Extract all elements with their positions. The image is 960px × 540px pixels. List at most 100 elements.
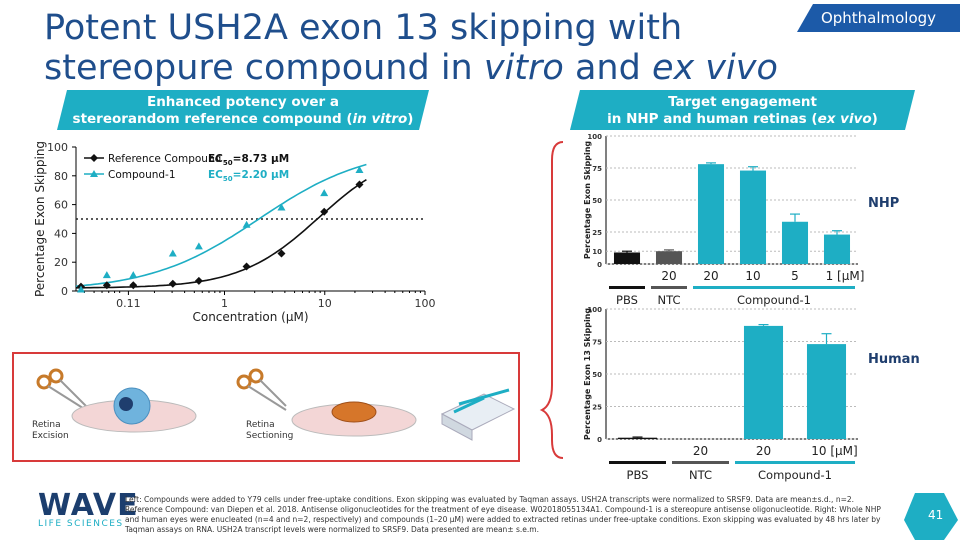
dose-x-axis-label: Concentration (μM) bbox=[192, 310, 308, 324]
title-line-1: Potent USH2A exon 13 skipping with bbox=[44, 8, 683, 48]
step1-label: Retina Excision bbox=[32, 420, 69, 442]
human-category-label: 20 bbox=[756, 444, 771, 458]
dose-x-tick-label: 1 bbox=[221, 297, 228, 310]
nhp-group-bar-pbs bbox=[609, 286, 645, 289]
logo-sub: LIFE SCIENCES bbox=[38, 519, 124, 529]
dose-x-tick-label: 0.11 bbox=[116, 297, 141, 310]
nhp-group-bar-ntc bbox=[651, 286, 687, 289]
eye-pupil bbox=[119, 397, 133, 411]
human-group-label-pbs: PBS bbox=[627, 468, 649, 482]
human-y-tick-label: 25 bbox=[592, 404, 602, 412]
legend-ec50-0: EC50=8.73 μM bbox=[208, 153, 289, 167]
dose-y-tick-label: 0 bbox=[61, 285, 68, 298]
reference-data-point bbox=[102, 281, 111, 290]
nhp-y-axis-label: Percentage Exon Skipping bbox=[583, 141, 592, 260]
human-bar bbox=[806, 344, 847, 439]
legend-ec50-1: EC50=2.20 μM bbox=[208, 169, 289, 183]
nhp-category-label: 5 bbox=[791, 269, 799, 283]
left-banner-line2: stereorandom reference compound ( bbox=[72, 111, 353, 127]
legend-compound1-label: Compound-1 bbox=[108, 169, 176, 181]
compound1-data-point bbox=[102, 271, 111, 279]
nhp-bar bbox=[697, 164, 725, 264]
reference-data-point bbox=[129, 281, 138, 290]
nhp-bar bbox=[655, 251, 683, 264]
human-y-tick-label: 100 bbox=[587, 306, 602, 314]
human-y-tick-label: 0 bbox=[597, 436, 602, 444]
nhp-y-tick-label: 75 bbox=[592, 165, 602, 173]
nhp-bar bbox=[613, 252, 641, 264]
logo-main: WAVE bbox=[38, 488, 139, 523]
nhp-y-tick-label: 0 bbox=[597, 261, 602, 269]
scissors-icon bbox=[36, 368, 87, 411]
procedure-panel: Retina Excision Retina Sectioning bbox=[12, 352, 520, 462]
title-and: and bbox=[563, 48, 652, 88]
left-banner-line1: Enhanced potency over a bbox=[146, 94, 340, 110]
right-banner-italic: ex vivo bbox=[817, 111, 872, 127]
procedure-illustration bbox=[36, 368, 516, 441]
reference-data-point bbox=[168, 279, 177, 288]
human-y-axis-label: Percentage Exon 13 Skipping bbox=[583, 308, 592, 440]
human-group-label-ntc: NTC bbox=[689, 468, 712, 482]
human-bar bbox=[617, 437, 658, 439]
human-y-tick-label: 50 bbox=[592, 371, 602, 379]
right-banner-end: ) bbox=[871, 111, 878, 127]
right-banner-line1: Target engagement bbox=[668, 94, 817, 110]
dose-y-tick-label: 60 bbox=[54, 199, 68, 212]
human-group-bar-pbs bbox=[609, 461, 666, 464]
human-group-bar-ntc bbox=[672, 461, 729, 464]
compound1-data-point bbox=[76, 285, 85, 293]
compound1-data-point bbox=[355, 166, 364, 174]
compound1-data-point bbox=[194, 242, 203, 250]
dose-x-tick-label: 10 bbox=[318, 297, 332, 310]
page-number-badge bbox=[904, 493, 958, 540]
compound1-data-point bbox=[242, 220, 251, 228]
human-label: Human bbox=[868, 352, 920, 367]
well-plate-icon bbox=[440, 388, 516, 441]
left-banner: Enhanced potency over a stereorandom ref… bbox=[57, 90, 429, 130]
nhp-label: NHP bbox=[868, 196, 900, 211]
human-group-bar-compound bbox=[735, 461, 855, 464]
step2-label-l1: Retina bbox=[246, 420, 275, 430]
nhp-y-tick-label: 50 bbox=[592, 197, 602, 205]
human-group-label-compound: Compound-1 bbox=[758, 468, 832, 482]
nhp-group-label-compound: Compound-1 bbox=[737, 293, 811, 307]
nhp-bar bbox=[739, 170, 767, 264]
reference-data-point bbox=[277, 249, 286, 258]
step1-label-l2: Excision bbox=[32, 431, 69, 441]
dose-x-tick-label: 100 bbox=[415, 297, 436, 310]
scissors-icon-2 bbox=[236, 368, 287, 411]
page-title: Potent USH2A exon 13 skipping with stere… bbox=[44, 8, 778, 88]
right-banner-line2: in NHP and human retinas ( bbox=[607, 111, 818, 127]
title-vitro: vitro bbox=[483, 48, 564, 88]
step2-label: Retina Sectioning bbox=[246, 420, 293, 442]
compound1-data-point bbox=[129, 271, 138, 279]
dose-y-tick-label: 100 bbox=[47, 141, 68, 154]
category-tag: Ophthalmology bbox=[797, 4, 960, 32]
legend-reference-marker bbox=[90, 154, 98, 162]
nhp-bar bbox=[781, 221, 809, 264]
bracket bbox=[539, 141, 564, 459]
nhp-bar bbox=[823, 234, 851, 264]
dose-y-tick-label: 20 bbox=[54, 256, 68, 269]
right-banner: Target engagement in NHP and human retin… bbox=[570, 90, 915, 130]
reference-data-point bbox=[242, 262, 251, 271]
reference-data-point bbox=[355, 180, 364, 189]
nhp-y-tick-label: 100 bbox=[587, 133, 602, 141]
nhp-category-label: 10 bbox=[745, 269, 760, 283]
nhp-y-tick-label: 10 bbox=[592, 248, 602, 256]
dose-y-axis-label: Percentage Exon Skipping bbox=[33, 141, 47, 297]
step2-label-l2: Sectioning bbox=[246, 431, 294, 441]
nhp-y-tick-label: 25 bbox=[592, 229, 602, 237]
dose-y-tick-label: 40 bbox=[54, 227, 68, 240]
human-category-label: 10 [μM] bbox=[811, 444, 857, 458]
human-y-tick-label: 75 bbox=[592, 339, 602, 347]
dose-y-tick-label: 80 bbox=[54, 170, 68, 183]
left-banner-end: ) bbox=[407, 111, 414, 127]
title-line-2: stereopure compound in bbox=[44, 48, 484, 88]
reference-data-point bbox=[320, 207, 329, 216]
compound1-data-point bbox=[320, 189, 329, 197]
human-category-label: 20 bbox=[693, 444, 708, 458]
page-number: 41 bbox=[928, 508, 944, 522]
nhp-category-label: 20 bbox=[661, 269, 676, 283]
